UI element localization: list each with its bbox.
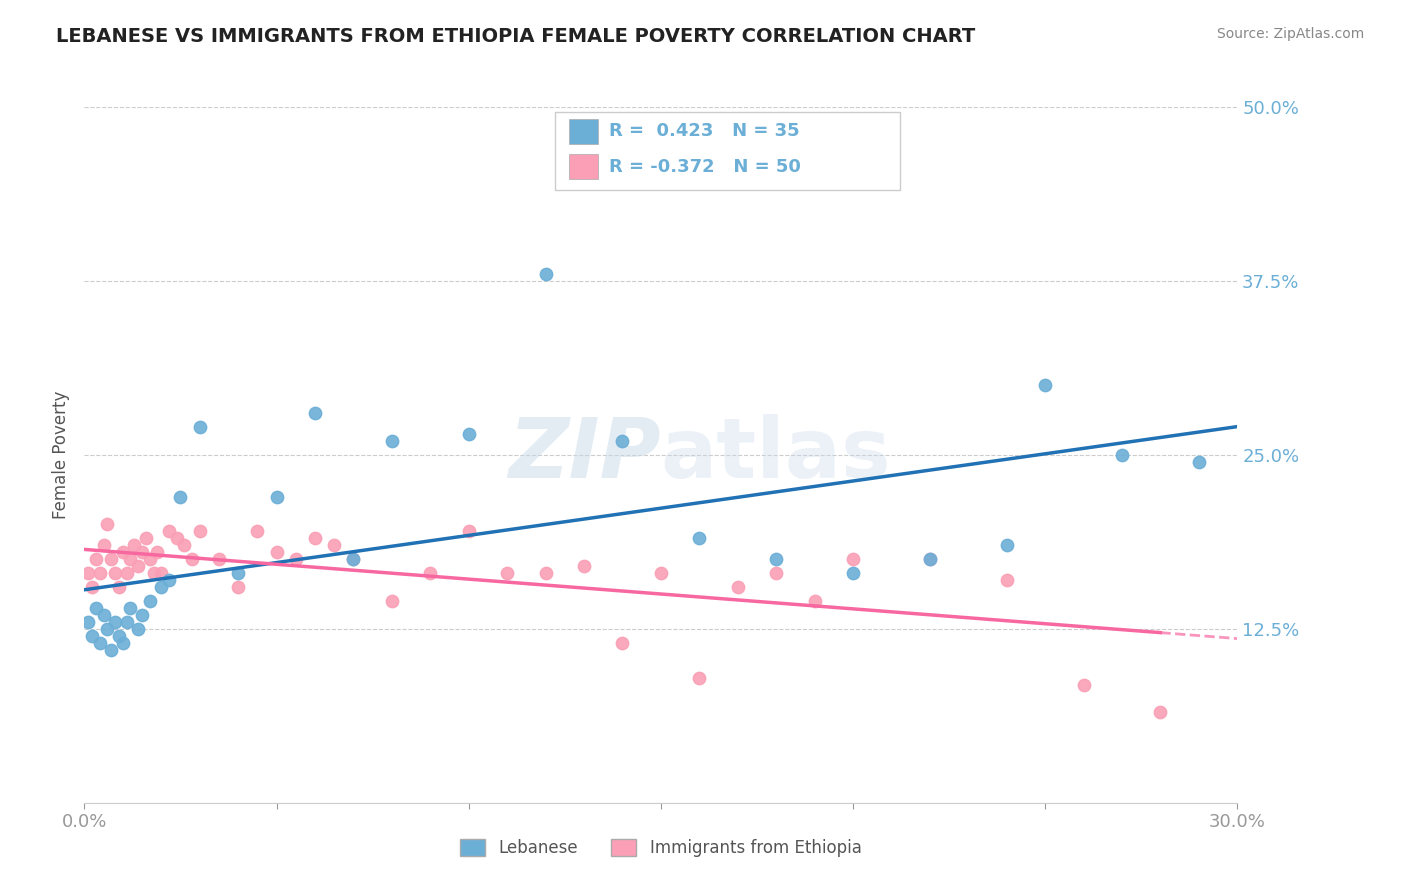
Point	[111, 636, 134, 650]
Point	[188, 420, 211, 434]
Point	[124, 538, 146, 552]
Point	[765, 552, 787, 566]
Text: LEBANESE VS IMMIGRANTS FROM ETHIOPIA FEMALE POVERTY CORRELATION CHART: LEBANESE VS IMMIGRANTS FROM ETHIOPIA FEM…	[56, 27, 976, 45]
Point	[120, 601, 142, 615]
Point	[127, 622, 149, 636]
Point	[131, 545, 153, 559]
Point	[266, 545, 288, 559]
Point	[612, 636, 634, 650]
Point	[100, 642, 122, 657]
Point	[612, 434, 634, 448]
Point	[120, 552, 142, 566]
Point	[146, 545, 169, 559]
Point	[304, 532, 326, 546]
Point	[1073, 677, 1095, 691]
Point	[1149, 706, 1171, 720]
Point	[419, 566, 441, 581]
Point	[688, 532, 710, 546]
Legend: Lebanese, Immigrants from Ethiopia: Lebanese, Immigrants from Ethiopia	[453, 832, 869, 864]
Text: R = -0.372   N = 50: R = -0.372 N = 50	[609, 158, 800, 176]
Point	[342, 552, 364, 566]
Point	[381, 594, 404, 608]
Point	[104, 566, 127, 581]
Point	[115, 566, 138, 581]
Point	[918, 552, 941, 566]
Point	[188, 524, 211, 539]
Point	[1111, 448, 1133, 462]
Point	[688, 671, 710, 685]
Point	[226, 580, 249, 594]
Point	[131, 607, 153, 622]
Point	[135, 532, 157, 546]
Point	[108, 580, 131, 594]
Point	[381, 434, 404, 448]
Text: atlas: atlas	[661, 415, 891, 495]
Point	[96, 517, 118, 532]
Point	[803, 594, 825, 608]
Point	[142, 566, 165, 581]
Point	[84, 601, 107, 615]
Point	[727, 580, 749, 594]
Point	[80, 580, 103, 594]
Point	[100, 552, 122, 566]
Point	[77, 566, 100, 581]
Point	[80, 629, 103, 643]
Point	[918, 552, 941, 566]
Point	[995, 538, 1018, 552]
Point	[96, 622, 118, 636]
Point	[115, 615, 138, 629]
Point	[1033, 378, 1056, 392]
Point	[127, 559, 149, 574]
Point	[150, 566, 173, 581]
Point	[534, 566, 557, 581]
Point	[93, 607, 115, 622]
Point	[173, 538, 195, 552]
Point	[138, 552, 160, 566]
Point	[89, 636, 111, 650]
Point	[138, 594, 160, 608]
Point	[108, 629, 131, 643]
Point	[111, 545, 134, 559]
Text: Source: ZipAtlas.com: Source: ZipAtlas.com	[1216, 27, 1364, 41]
Point	[342, 552, 364, 566]
Point	[842, 566, 865, 581]
Point	[104, 615, 127, 629]
Point	[304, 406, 326, 420]
Text: R =  0.423   N = 35: R = 0.423 N = 35	[609, 122, 800, 140]
Point	[650, 566, 672, 581]
Point	[157, 524, 180, 539]
Point	[246, 524, 269, 539]
Point	[77, 615, 100, 629]
Point	[166, 532, 188, 546]
Point	[181, 552, 204, 566]
Point	[765, 566, 787, 581]
Point	[572, 559, 595, 574]
Point	[266, 490, 288, 504]
Point	[208, 552, 231, 566]
Point	[84, 552, 107, 566]
Point	[457, 524, 479, 539]
Point	[457, 427, 479, 442]
Point	[150, 580, 173, 594]
Point	[226, 566, 249, 581]
Point	[157, 573, 180, 587]
Text: ZIP: ZIP	[508, 415, 661, 495]
Point	[323, 538, 346, 552]
Point	[1188, 455, 1211, 469]
Point	[534, 267, 557, 281]
Y-axis label: Female Poverty: Female Poverty	[52, 391, 70, 519]
Point	[93, 538, 115, 552]
Point	[169, 490, 191, 504]
Point	[995, 573, 1018, 587]
Point	[89, 566, 111, 581]
Point	[496, 566, 519, 581]
Point	[284, 552, 307, 566]
Point	[842, 552, 865, 566]
